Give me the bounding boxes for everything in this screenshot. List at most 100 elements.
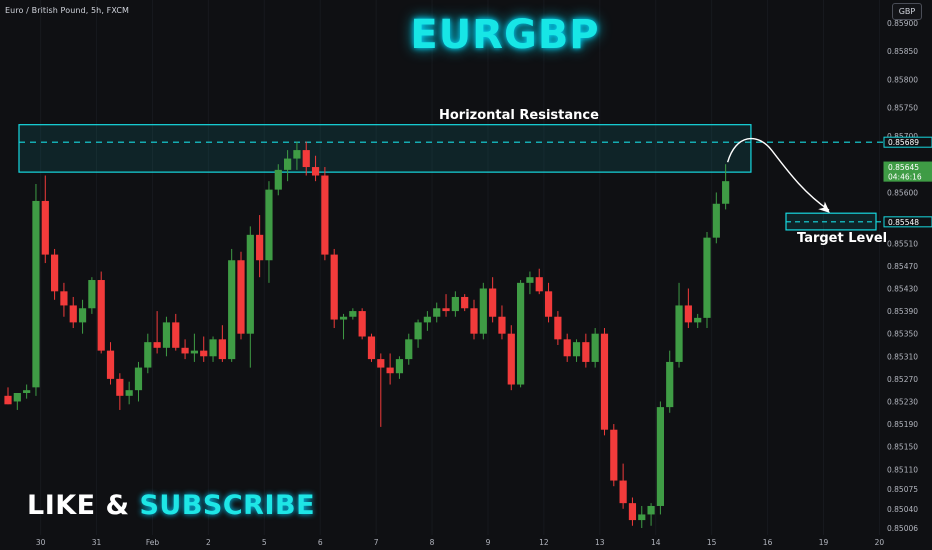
time-tick-label: 9 [486, 538, 491, 547]
time-tick-label: Feb [146, 538, 160, 547]
cta-subscribe: SUBSCRIBE [139, 490, 316, 521]
candle-body [265, 189, 273, 261]
price-tick-label: 0.85800 [887, 75, 918, 84]
candle-body [311, 167, 320, 176]
price-tick-label: 0.85040 [887, 505, 918, 514]
candle-body [32, 200, 40, 388]
candle-body [666, 361, 674, 408]
candle-body [712, 203, 720, 238]
candle-body [23, 390, 31, 393]
candle-body [116, 378, 124, 396]
candle-body [302, 150, 310, 168]
price-tick-label: 0.85150 [887, 443, 918, 452]
candle-body [675, 305, 683, 362]
candle-body [703, 237, 711, 318]
candle-body [694, 317, 702, 323]
candle-body [395, 359, 404, 374]
price-tick-label: 0.85310 [887, 352, 918, 361]
candle-body [442, 308, 450, 312]
price-axis-bg [883, 0, 932, 550]
price-axis-tag-label: 0.85548 [888, 218, 919, 227]
time-tick-label: 8 [430, 538, 435, 547]
price-tick-label: 0.85006 [887, 524, 918, 533]
candle-body [610, 429, 618, 481]
candle-body [507, 333, 515, 385]
candle-body [470, 308, 478, 334]
price-tick-label: 0.85350 [887, 330, 918, 339]
candle-body [423, 316, 431, 323]
candle-body [321, 175, 329, 255]
candle-body [358, 311, 366, 337]
currency-button[interactable]: GBP [892, 3, 922, 20]
candle-body [246, 234, 254, 334]
time-tick-label: 30 [36, 538, 46, 547]
candle-body [405, 339, 413, 360]
candle-body [60, 291, 68, 306]
projection-arrow [726, 137, 830, 211]
candle-body [535, 277, 543, 292]
cta-like: LIKE & [27, 490, 130, 521]
candle-body [69, 305, 77, 323]
time-tick-label: 7 [374, 538, 379, 547]
symbol-info: Euro / British Pound, 5h, FXCM [5, 6, 130, 15]
price-tick-label: 0.85230 [887, 397, 918, 406]
price-tick-label: 0.85700 [887, 132, 918, 141]
cta-banner: LIKE & SUBSCRIBE [27, 490, 315, 521]
price-tick-label: 0.85075 [887, 485, 918, 494]
candle-body [479, 288, 487, 334]
time-tick-label: 14 [651, 538, 661, 547]
candle-body [544, 291, 553, 317]
candle-body [554, 316, 562, 340]
candle-body [200, 350, 208, 357]
price-axis-tag [883, 171, 932, 182]
candle-body [134, 367, 143, 391]
candle-body [125, 390, 133, 396]
price-tick-label: 0.85750 [887, 104, 918, 113]
price-axis-tag-label: 04:46:16 [888, 173, 922, 182]
overlay-title: EURGBP [410, 12, 600, 58]
price-tick-label: 0.85110 [887, 465, 918, 474]
candle-body [414, 322, 422, 340]
candle-body [218, 339, 226, 360]
candle-body [284, 158, 292, 170]
candle-body [451, 296, 459, 312]
candle-body [591, 333, 599, 362]
candle-body [144, 342, 152, 368]
candle-body [684, 305, 692, 323]
time-tick-label: 15 [707, 538, 717, 547]
candle-body [461, 296, 469, 309]
target-label: Target Level [797, 230, 888, 246]
time-tick-label: 20 [875, 538, 885, 547]
price-axis-tag-label: 0.85645 [888, 163, 919, 172]
price-tick-label: 0.85850 [887, 47, 918, 56]
candle-body [647, 505, 655, 515]
candle-body [367, 336, 376, 360]
time-tick-label: 12 [539, 538, 549, 547]
arrow-head [818, 201, 830, 214]
candle-body [181, 347, 189, 354]
price-tick-label: 0.85270 [887, 375, 918, 384]
time-tick-label: 2 [206, 538, 211, 547]
candle-body [722, 181, 730, 204]
candle-body [13, 392, 21, 402]
candle-body [153, 342, 161, 348]
candle-body [656, 407, 664, 506]
candle-body [489, 288, 497, 317]
candle-body [78, 308, 87, 323]
candle-body [572, 342, 581, 357]
price-tick-label: 0.85190 [887, 420, 918, 429]
candle-body [526, 277, 534, 283]
time-tick-label: 13 [595, 538, 605, 547]
candle-body [628, 503, 637, 521]
candle-body [190, 350, 198, 354]
price-axis-tag [883, 136, 932, 148]
time-tick-label: 19 [819, 538, 829, 547]
price-tick-label: 0.85900 [887, 19, 918, 28]
candle-body [498, 316, 506, 334]
time-tick-label: 5 [262, 538, 267, 547]
candle-body [619, 480, 627, 504]
time-tick-label: 16 [763, 538, 773, 547]
candle-body [172, 322, 180, 348]
